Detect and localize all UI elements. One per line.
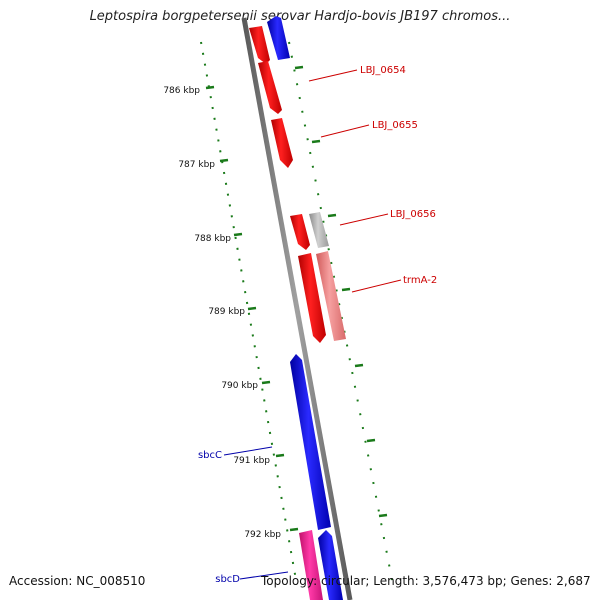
gene-arrow-top-red[interactable] [249, 26, 270, 64]
gene-arrow-lbj-0655[interactable] [271, 118, 293, 168]
ruler-label-787: 787 kbp [178, 160, 215, 170]
inner-major-ticks [205, 85, 299, 532]
gene-arrow-top-blue[interactable] [267, 16, 290, 60]
gene-label-lbj-0655[interactable]: LBJ_0655 [372, 120, 418, 131]
gene-arrow-trma-2-rna[interactable] [316, 251, 346, 341]
accession-text: Accession: NC_008510 [9, 574, 146, 588]
chromosome-backbone [241, 17, 353, 600]
gene-label-lbj-0656[interactable]: LBJ_0656 [390, 209, 436, 220]
ruler-label-786: 786 kbp [163, 86, 200, 96]
gene-labels: LBJ_0654 LBJ_0655 LBJ_0656 trmA-2 sbcC s… [198, 65, 437, 585]
ruler-label-788: 788 kbp [194, 234, 231, 244]
gene-label-sbcc[interactable]: sbcC [198, 450, 222, 461]
gene-arrow-lbj-0656-pseudo[interactable] [309, 212, 329, 248]
gene-arrow-trma-2-red[interactable] [298, 253, 326, 343]
gene-label-sbcd[interactable]: sbcD [215, 574, 240, 585]
map-title: Leptospira borgpetersenii serovar Hardjo… [89, 9, 511, 24]
ruler-label-790: 790 kbp [221, 381, 258, 391]
ruler-label-792: 792 kbp [244, 530, 281, 540]
outer-major-ticks [294, 65, 388, 518]
ruler-label-789: 789 kbp [208, 307, 245, 317]
gene-arrow-lbj-0654[interactable] [258, 61, 282, 114]
gene-arrow-bottom-magenta[interactable] [299, 530, 323, 600]
gene-arrow-sbcd[interactable] [318, 530, 343, 600]
gene-label-trma-2[interactable]: trmA-2 [403, 275, 437, 286]
ruler-labels: 786 kbp 787 kbp 788 kbp 789 kbp 790 kbp … [163, 86, 281, 540]
gene-arrow-sbcc[interactable] [290, 354, 331, 530]
gene-arrow-lbj-0656[interactable] [290, 214, 310, 250]
gene-label-lbj-0654[interactable]: LBJ_0654 [360, 65, 406, 76]
genome-summary-text: Topology: circular; Length: 3,576,473 bp… [261, 574, 591, 588]
ruler-label-791: 791 kbp [233, 456, 270, 466]
label-leaders [223, 69, 402, 580]
